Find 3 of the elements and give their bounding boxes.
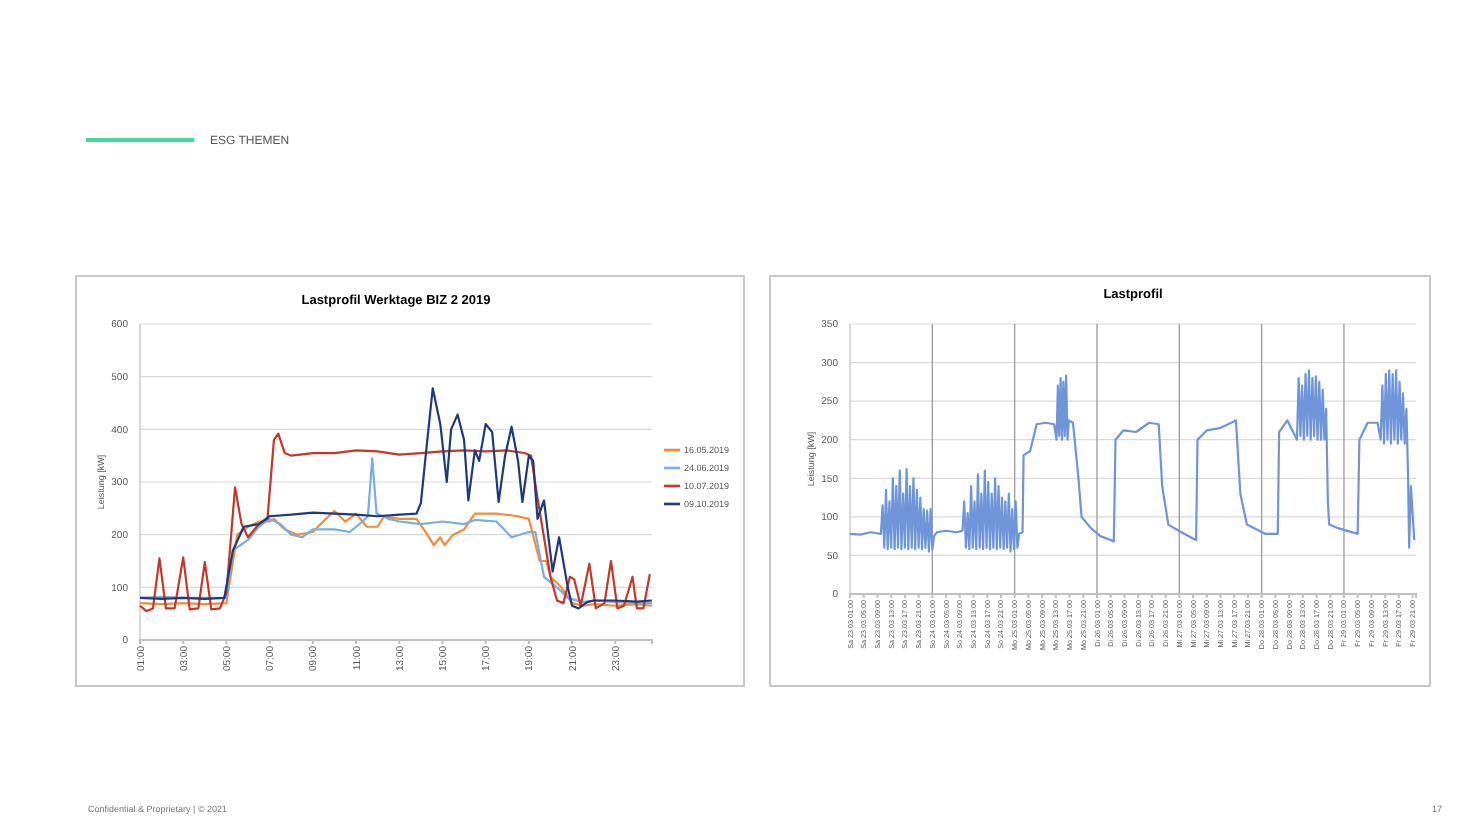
line-series bbox=[138, 387, 654, 610]
line-series bbox=[138, 509, 654, 607]
line-series bbox=[138, 432, 651, 613]
